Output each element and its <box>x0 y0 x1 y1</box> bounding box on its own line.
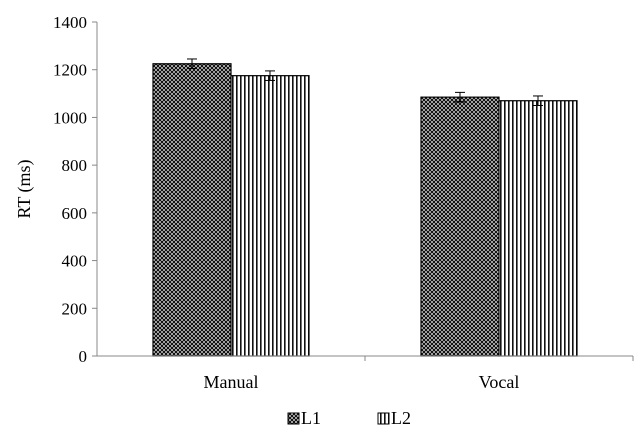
bar-l1-vocal <box>420 96 500 357</box>
x-axis-labels: Manual Vocal <box>97 355 634 392</box>
y-axis: 0 200 400 600 800 1000 1200 1400 <box>53 13 98 366</box>
y-tick-label: 0 <box>79 347 88 366</box>
y-axis-title: RT (ms) <box>14 159 35 218</box>
bar-l2-vocal <box>498 100 578 357</box>
legend-label-l1: L1 <box>301 408 321 428</box>
bar-l1-manual <box>152 63 232 357</box>
y-tick-label: 1200 <box>53 61 87 80</box>
y-tick-label: 400 <box>62 252 88 271</box>
x-tick-label: Vocal <box>479 372 520 392</box>
y-tick-label: 1400 <box>53 13 87 32</box>
legend-swatch-l1 <box>287 412 300 425</box>
y-tick-label: 1000 <box>53 108 87 127</box>
y-tick-label: 600 <box>62 204 88 223</box>
x-tick-label: Manual <box>204 372 259 392</box>
legend-label-l2: L2 <box>391 408 411 428</box>
legend: L1 L2 <box>287 408 411 428</box>
bar-l2-manual <box>230 75 310 357</box>
y-tick-label: 200 <box>62 299 88 318</box>
y-tick-label: 800 <box>62 156 88 175</box>
legend-swatch-l2 <box>377 412 390 425</box>
bars <box>152 58 578 357</box>
